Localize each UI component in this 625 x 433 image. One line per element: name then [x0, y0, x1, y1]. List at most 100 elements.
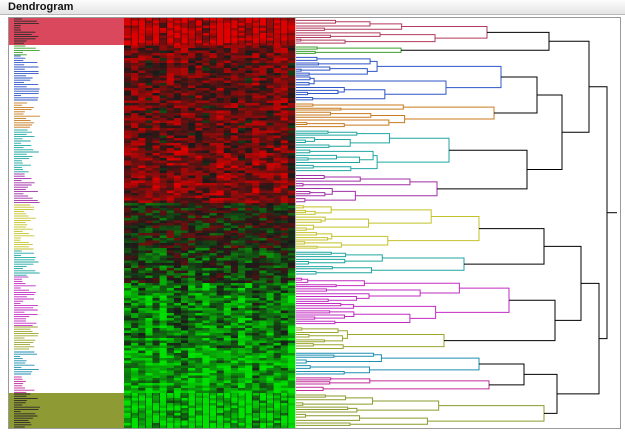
dendrogram-branch-cluster-13 [296, 406, 349, 411]
dendrogram-branch-cluster-10 [296, 339, 325, 343]
dendrogram-branch-cluster-5 [296, 156, 360, 163]
row-labels-cluster-1 [14, 18, 39, 44]
dendrogram-branch-cluster-3 [296, 76, 311, 81]
dendrogram-branch-cluster-5 [296, 157, 309, 161]
dendrogram-branch-cluster-9 [326, 289, 421, 297]
dendrogram-branch-cluster-13 [296, 402, 304, 406]
dendrogram-branch-cluster-3 [309, 77, 315, 85]
dendrogram-branch-cluster-9 [307, 280, 365, 287]
dendrogram-branch-cluster-3 [296, 82, 310, 86]
row-labels-cluster-11 [14, 351, 39, 375]
dendrogram-branch-cluster-11 [369, 357, 480, 371]
dendrogram-branch-cluster-3 [296, 62, 319, 66]
dendrogram-branch-cluster-5 [296, 130, 329, 134]
dendrogram-branch-cluster-3 [296, 72, 310, 76]
dendrogram-branch-cluster-7 [296, 237, 329, 241]
dendrogram-link [557, 282, 600, 395]
window-title: Dendrogram [8, 1, 74, 13]
row-labels-cluster-5 [14, 129, 39, 173]
dendrogram-branch-cluster-10 [338, 330, 348, 339]
dendrogram-branch-cluster-11 [296, 352, 375, 357]
dendrogram-branch-cluster-3 [367, 60, 378, 72]
dendrogram-link [524, 373, 558, 414]
dendrogram-branch-cluster-13 [296, 394, 326, 398]
row-labels-cluster-2 [14, 45, 40, 56]
dendrogram-branch-cluster-8 [296, 261, 309, 265]
dendrogram-link [527, 94, 563, 171]
dendrogram-branch-cluster-5 [296, 164, 314, 169]
dendrogram-branch-cluster-9 [296, 310, 331, 314]
dendrogram-branch-cluster-4 [296, 107, 342, 111]
dendrogram-branch-cluster-9 [435, 287, 510, 313]
dendrogram-branch-cluster-10 [308, 335, 344, 342]
dendrogram-branch-cluster-4 [296, 119, 390, 126]
dendrogram-branch-cluster-13 [296, 407, 358, 413]
dendrogram-branch-cluster-6 [296, 175, 325, 179]
dendrogram-branch-cluster-4 [403, 106, 495, 120]
dendrogram-branch-cluster-3 [296, 56, 318, 61]
dendrogram-branch-cluster-1 [401, 26, 488, 39]
dendrogram-branch-cluster-4 [296, 113, 372, 118]
dendrogram-branch-cluster-1 [345, 34, 436, 43]
dendrogram-branch-cluster-5 [296, 137, 316, 142]
dendrogram-branch-cluster-6 [296, 183, 304, 187]
dendrogram-link [589, 86, 608, 340]
dendrogram-link [494, 76, 538, 114]
dendrogram-branch-cluster-7 [313, 218, 370, 228]
dendrogram-branch-cluster-12 [329, 378, 371, 384]
dendrogram-branch-cluster-13 [296, 415, 361, 421]
dendrogram-branch-cluster-3 [377, 65, 502, 89]
dendrogram-branch-cluster-9 [329, 311, 355, 318]
dendrogram-branch-cluster-11 [310, 366, 370, 374]
dendrogram-branch-cluster-12 [296, 386, 324, 391]
dendrogram-link [464, 228, 545, 265]
dendrogram-branch-cluster-1 [296, 39, 346, 44]
row-labels-cluster-13 [14, 393, 40, 428]
dendrogram-branch-cluster-5 [296, 154, 337, 160]
dendrogram-branch-cluster-8 [296, 266, 333, 270]
window-title-bar: Dendrogram [0, 0, 625, 15]
dendrogram-branch-cluster-5 [296, 139, 306, 144]
dendrogram-branch-cluster-4 [296, 111, 331, 116]
dendrogram-branch-cluster-10 [296, 334, 310, 338]
dendrogram-branch-cluster-9 [334, 313, 411, 323]
dendrogram-branch-cluster-13 [302, 397, 374, 405]
dendrogram-branch-cluster-6 [302, 178, 411, 186]
dendrogram-branch-cluster-7 [304, 242, 342, 248]
dendrogram-branch-cluster-7 [296, 216, 326, 222]
dendrogram-branch-cluster-2 [296, 46, 318, 50]
dendrogram-branch-cluster-3 [312, 89, 386, 100]
row-labels-cluster-3 [14, 55, 40, 101]
dendrogram-branch-cluster-13 [427, 405, 545, 422]
dendrogram-branch-cluster-8 [296, 258, 346, 264]
dendrogram-branch-cluster-8 [344, 254, 383, 262]
dendrogram-branch-cluster-3 [314, 80, 447, 95]
dendrogram-link [444, 299, 556, 342]
dendrogram-branch-cluster-6 [296, 188, 333, 195]
dendrogram-branch-cluster-9 [296, 304, 355, 309]
dendrogram-branch-cluster-6 [296, 191, 311, 195]
dendrogram-link [544, 245, 582, 321]
dendrogram-panel[interactable] [8, 17, 621, 429]
dendrogram-branch-cluster-3 [296, 68, 302, 72]
dendrogram-branch-cluster-9 [296, 293, 370, 299]
dendrogram-branch-cluster-7 [303, 206, 332, 214]
dendrogram-branch-cluster-9 [296, 288, 327, 292]
dendrogram-branch-cluster-6 [296, 176, 361, 182]
dendrogram-branch-cluster-9 [296, 277, 302, 281]
dendrogram-branch-cluster-9 [296, 284, 337, 288]
dendrogram-branch-cluster-9 [296, 278, 309, 283]
dendrogram-branch-cluster-1 [296, 34, 331, 39]
dendrogram-branch-cluster-12 [296, 381, 331, 385]
dendrogram-branch-cluster-7 [296, 209, 307, 213]
dendrogram-branch-cluster-5 [377, 137, 450, 163]
row-labels-cluster-12 [14, 376, 35, 393]
dendrogram-branch-cluster-6 [355, 181, 438, 197]
dendrogram-branch-cluster-1 [296, 38, 302, 42]
dendrogram-link [549, 40, 590, 133]
row-labels-cluster-10 [14, 326, 39, 350]
dendrogram-branch-cluster-9 [353, 305, 437, 319]
dendrogram-branch-cluster-7 [331, 209, 432, 224]
dendrogram-canvas[interactable] [9, 18, 620, 428]
dendrogram-branch-cluster-2 [296, 50, 316, 54]
